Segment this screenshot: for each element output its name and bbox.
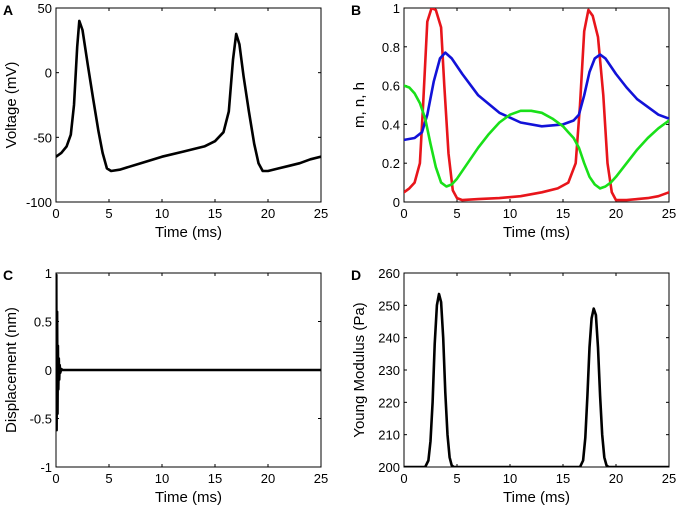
panel-letter: A [3,2,13,18]
y-tick-label: 0.8 [382,40,400,55]
y-tick-label: 210 [378,428,400,443]
y-tick-label: 0 [45,363,52,378]
x-tick-label: 0 [400,471,407,486]
x-axis-label: Time (ms) [503,489,570,506]
y-tick-label: -1 [40,460,52,475]
y-tick-label: 1 [393,1,400,16]
x-tick-label: 20 [609,206,623,221]
y-tick-label: 260 [378,266,400,281]
x-axis-label: Time (ms) [155,489,222,506]
axes-box [403,7,670,203]
y-axis-label: Displacement (nm) [3,307,20,433]
y-tick-label: -0.5 [30,412,52,427]
series-line-n [404,51,669,142]
y-tick-label: 240 [378,331,400,346]
x-tick-label: 20 [609,471,623,486]
axes-box [55,7,322,203]
x-tick-label: 15 [556,206,570,221]
series-line-h [404,84,669,190]
x-tick-label: 25 [662,206,676,221]
x-tick-label: 20 [261,471,275,486]
x-tick-label: 10 [155,206,169,221]
x-tick-label: 5 [453,206,460,221]
x-tick-label: 15 [556,471,570,486]
series-line-voltage [56,19,321,173]
y-tick-label: 0.5 [34,315,52,330]
y-tick-label: 1 [45,266,52,281]
x-tick-label: 20 [261,206,275,221]
x-tick-label: 0 [52,471,59,486]
panel-d: 0 5 10 15 20 25 200 210 220 230 240 250 260 Time (ms)… [351,266,676,506]
y-tick-label: 0 [45,66,52,81]
y-tick-label: 0.4 [382,117,400,132]
y-tick-label: 50 [38,1,52,16]
x-tick-label: 0 [52,206,59,221]
x-axis-label: Time (ms) [503,224,570,241]
panel-b: 0 5 10 15 20 25 0 0.2 0.4 0.6 0.8 1 Time (ms) m, n, h… [351,1,676,241]
y-tick-label: -50 [33,130,52,145]
x-tick-label: 10 [503,471,517,486]
x-tick-label: 0 [400,206,407,221]
panel-letter: C [3,267,13,283]
y-axis-label: m, n, h [351,82,368,128]
x-axis-label: Time (ms) [155,224,222,241]
panel-letter: B [351,2,361,18]
panel-letter: D [351,267,361,283]
y-tick-label: 0 [393,195,400,210]
x-tick-label: 5 [105,206,112,221]
x-tick-label: 15 [208,206,222,221]
x-tick-label: 25 [314,206,328,221]
x-tick-label: 5 [453,471,460,486]
y-axis-label: Young Modulus (Pa) [351,302,368,437]
x-tick-label: 15 [208,471,222,486]
y-tick-label: 0.2 [382,156,400,171]
x-tick-label: 25 [662,471,676,486]
x-tick-label: 5 [105,471,112,486]
x-tick-label: 10 [155,471,169,486]
panel-a: 0 5 10 15 20 25 -100 -50 0 50 Time (ms) Voltage (mV… [3,1,328,241]
y-tick-label: 230 [378,363,400,378]
y-tick-label: 0.6 [382,79,400,94]
panel-c: 0 5 10 15 20 25 -1 -0.5 0 0.5 1 Time (ms) Displaceme… [3,266,328,506]
series-line-young-modulus [404,292,669,467]
y-tick-label: 200 [378,460,400,475]
y-axis-label: Voltage (mV) [3,62,20,149]
series-line-displacement [56,273,321,432]
y-tick-label: 250 [378,298,400,313]
x-tick-label: 25 [314,471,328,486]
y-tick-label: -100 [26,195,52,210]
y-tick-label: 220 [378,395,400,410]
x-tick-label: 10 [503,206,517,221]
series-line-m [404,8,669,202]
